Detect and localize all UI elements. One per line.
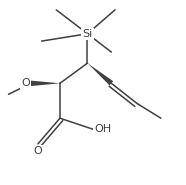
Polygon shape bbox=[87, 63, 113, 85]
Text: Si: Si bbox=[82, 29, 93, 39]
Polygon shape bbox=[31, 80, 60, 86]
Text: O: O bbox=[33, 146, 42, 156]
Text: O: O bbox=[21, 78, 30, 88]
Text: OH: OH bbox=[94, 124, 111, 134]
